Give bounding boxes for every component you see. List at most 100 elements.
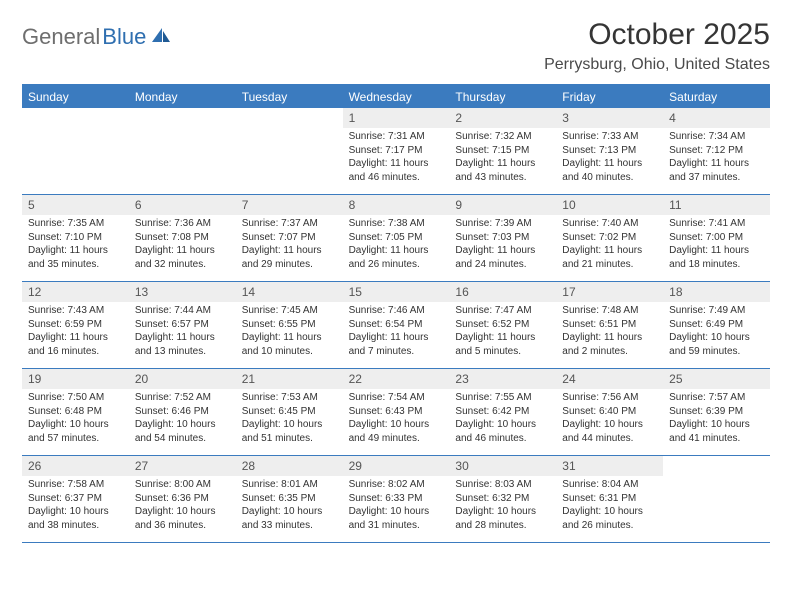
day-info: Sunrise: 7:34 AMSunset: 7:12 PMDaylight:… (663, 130, 770, 184)
day-info: Sunrise: 7:58 AMSunset: 6:37 PMDaylight:… (22, 478, 129, 532)
daylight-text: Daylight: 11 hours and 21 minutes. (562, 244, 657, 271)
sunset-text: Sunset: 6:55 PM (242, 318, 337, 332)
daylight-text: Daylight: 11 hours and 7 minutes. (349, 331, 444, 358)
logo-text-blue: Blue (102, 24, 146, 50)
sunrise-text: Sunrise: 7:36 AM (135, 217, 230, 231)
sunrise-text: Sunrise: 7:58 AM (28, 478, 123, 492)
weekday-sunday: Sunday (22, 86, 129, 108)
day-info: Sunrise: 8:00 AMSunset: 6:36 PMDaylight:… (129, 478, 236, 532)
sunrise-text: Sunrise: 7:44 AM (135, 304, 230, 318)
day-cell: 16Sunrise: 7:47 AMSunset: 6:52 PMDayligh… (449, 282, 556, 368)
day-cell: 7Sunrise: 7:37 AMSunset: 7:07 PMDaylight… (236, 195, 343, 281)
day-number: 21 (236, 369, 343, 389)
sunrise-text: Sunrise: 8:03 AM (455, 478, 550, 492)
day-cell: 27Sunrise: 8:00 AMSunset: 6:36 PMDayligh… (129, 456, 236, 542)
day-number: 17 (556, 282, 663, 302)
day-number (236, 108, 343, 128)
daylight-text: Daylight: 11 hours and 10 minutes. (242, 331, 337, 358)
sunrise-text: Sunrise: 7:45 AM (242, 304, 337, 318)
day-number: 31 (556, 456, 663, 476)
day-info: Sunrise: 8:04 AMSunset: 6:31 PMDaylight:… (556, 478, 663, 532)
sunrise-text: Sunrise: 7:50 AM (28, 391, 123, 405)
sunset-text: Sunset: 7:03 PM (455, 231, 550, 245)
sunset-text: Sunset: 6:39 PM (669, 405, 764, 419)
day-cell: 3Sunrise: 7:33 AMSunset: 7:13 PMDaylight… (556, 108, 663, 194)
sunset-text: Sunset: 6:46 PM (135, 405, 230, 419)
daylight-text: Daylight: 11 hours and 43 minutes. (455, 157, 550, 184)
day-info: Sunrise: 7:39 AMSunset: 7:03 PMDaylight:… (449, 217, 556, 271)
logo-text-general: General (22, 24, 100, 50)
daylight-text: Daylight: 11 hours and 46 minutes. (349, 157, 444, 184)
sunset-text: Sunset: 6:35 PM (242, 492, 337, 506)
sunrise-text: Sunrise: 7:52 AM (135, 391, 230, 405)
sunrise-text: Sunrise: 7:43 AM (28, 304, 123, 318)
sunrise-text: Sunrise: 7:49 AM (669, 304, 764, 318)
sunset-text: Sunset: 6:31 PM (562, 492, 657, 506)
day-cell: 10Sunrise: 7:40 AMSunset: 7:02 PMDayligh… (556, 195, 663, 281)
daylight-text: Daylight: 10 hours and 59 minutes. (669, 331, 764, 358)
day-cell: 23Sunrise: 7:55 AMSunset: 6:42 PMDayligh… (449, 369, 556, 455)
weekday-friday: Friday (556, 86, 663, 108)
day-info: Sunrise: 7:44 AMSunset: 6:57 PMDaylight:… (129, 304, 236, 358)
day-cell: 15Sunrise: 7:46 AMSunset: 6:54 PMDayligh… (343, 282, 450, 368)
sunrise-text: Sunrise: 7:40 AM (562, 217, 657, 231)
sunrise-text: Sunrise: 7:39 AM (455, 217, 550, 231)
day-cell: 12Sunrise: 7:43 AMSunset: 6:59 PMDayligh… (22, 282, 129, 368)
day-number: 18 (663, 282, 770, 302)
day-cell: 9Sunrise: 7:39 AMSunset: 7:03 PMDaylight… (449, 195, 556, 281)
day-info: Sunrise: 7:38 AMSunset: 7:05 PMDaylight:… (343, 217, 450, 271)
daylight-text: Daylight: 10 hours and 41 minutes. (669, 418, 764, 445)
day-cell: 25Sunrise: 7:57 AMSunset: 6:39 PMDayligh… (663, 369, 770, 455)
day-cell: 21Sunrise: 7:53 AMSunset: 6:45 PMDayligh… (236, 369, 343, 455)
sunrise-text: Sunrise: 7:48 AM (562, 304, 657, 318)
sunset-text: Sunset: 7:12 PM (669, 144, 764, 158)
day-number: 6 (129, 195, 236, 215)
week-row: 19Sunrise: 7:50 AMSunset: 6:48 PMDayligh… (22, 369, 770, 456)
day-number: 16 (449, 282, 556, 302)
daylight-text: Daylight: 11 hours and 32 minutes. (135, 244, 230, 271)
sunset-text: Sunset: 6:40 PM (562, 405, 657, 419)
daylight-text: Daylight: 10 hours and 36 minutes. (135, 505, 230, 532)
day-info: Sunrise: 7:36 AMSunset: 7:08 PMDaylight:… (129, 217, 236, 271)
page-header: General Blue October 2025 Perrysburg, Oh… (22, 18, 770, 74)
sunset-text: Sunset: 6:36 PM (135, 492, 230, 506)
calendar-page: General Blue October 2025 Perrysburg, Oh… (0, 0, 792, 543)
month-title: October 2025 (544, 18, 770, 52)
weekday-wednesday: Wednesday (343, 86, 450, 108)
daylight-text: Daylight: 10 hours and 31 minutes. (349, 505, 444, 532)
day-info: Sunrise: 7:56 AMSunset: 6:40 PMDaylight:… (556, 391, 663, 445)
sunset-text: Sunset: 7:15 PM (455, 144, 550, 158)
day-number (22, 108, 129, 128)
daylight-text: Daylight: 11 hours and 5 minutes. (455, 331, 550, 358)
sunrise-text: Sunrise: 7:33 AM (562, 130, 657, 144)
daylight-text: Daylight: 10 hours and 38 minutes. (28, 505, 123, 532)
sunset-text: Sunset: 6:49 PM (669, 318, 764, 332)
sunrise-text: Sunrise: 8:04 AM (562, 478, 657, 492)
day-cell: 31Sunrise: 8:04 AMSunset: 6:31 PMDayligh… (556, 456, 663, 542)
day-cell: 4Sunrise: 7:34 AMSunset: 7:12 PMDaylight… (663, 108, 770, 194)
week-row: 5Sunrise: 7:35 AMSunset: 7:10 PMDaylight… (22, 195, 770, 282)
daylight-text: Daylight: 11 hours and 37 minutes. (669, 157, 764, 184)
sunrise-text: Sunrise: 7:35 AM (28, 217, 123, 231)
week-row: 12Sunrise: 7:43 AMSunset: 6:59 PMDayligh… (22, 282, 770, 369)
day-number: 25 (663, 369, 770, 389)
day-cell: 8Sunrise: 7:38 AMSunset: 7:05 PMDaylight… (343, 195, 450, 281)
day-number: 1 (343, 108, 450, 128)
day-cell (236, 108, 343, 194)
daylight-text: Daylight: 10 hours and 26 minutes. (562, 505, 657, 532)
day-number: 3 (556, 108, 663, 128)
daylight-text: Daylight: 10 hours and 44 minutes. (562, 418, 657, 445)
day-number: 26 (22, 456, 129, 476)
sunset-text: Sunset: 6:59 PM (28, 318, 123, 332)
day-info: Sunrise: 8:02 AMSunset: 6:33 PMDaylight:… (343, 478, 450, 532)
day-info: Sunrise: 7:45 AMSunset: 6:55 PMDaylight:… (236, 304, 343, 358)
day-number (129, 108, 236, 128)
sunset-text: Sunset: 7:08 PM (135, 231, 230, 245)
day-number: 30 (449, 456, 556, 476)
sunrise-text: Sunrise: 7:34 AM (669, 130, 764, 144)
day-cell: 14Sunrise: 7:45 AMSunset: 6:55 PMDayligh… (236, 282, 343, 368)
sunrise-text: Sunrise: 8:00 AM (135, 478, 230, 492)
day-cell: 13Sunrise: 7:44 AMSunset: 6:57 PMDayligh… (129, 282, 236, 368)
day-info: Sunrise: 7:46 AMSunset: 6:54 PMDaylight:… (343, 304, 450, 358)
day-info: Sunrise: 7:48 AMSunset: 6:51 PMDaylight:… (556, 304, 663, 358)
